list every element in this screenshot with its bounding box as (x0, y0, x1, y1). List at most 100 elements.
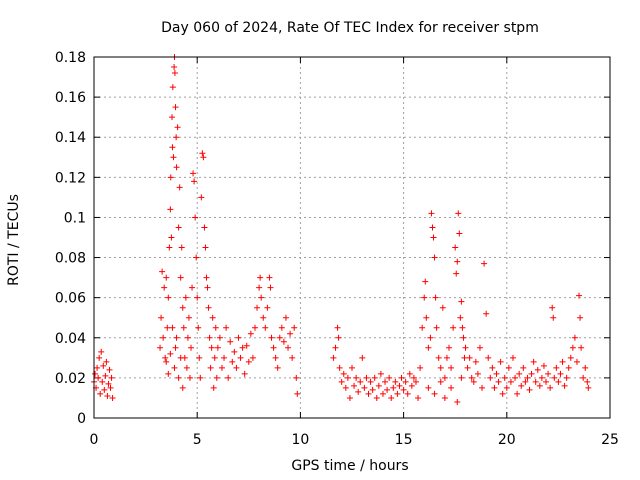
data-point (585, 384, 592, 391)
data-point (170, 154, 177, 161)
data-point (175, 224, 182, 231)
data-point (168, 234, 175, 241)
data-point (294, 390, 301, 397)
data-point (344, 374, 351, 381)
data-point (173, 334, 180, 341)
data-point (209, 314, 216, 321)
x-tick-label: 25 (601, 432, 619, 448)
data-point (291, 324, 298, 331)
data-point (446, 344, 453, 351)
data-point (235, 334, 242, 341)
y-axis-label: ROTI / TECUs (6, 194, 22, 286)
data-point (433, 324, 440, 331)
data-point (577, 314, 584, 321)
y-tick-label: 0.12 (55, 170, 86, 186)
data-point (182, 294, 189, 301)
data-point (212, 324, 219, 331)
data-point (439, 304, 446, 311)
data-point (198, 194, 205, 201)
data-point (425, 344, 432, 351)
y-tick-label: 0.08 (55, 251, 86, 267)
data-point (274, 364, 281, 371)
x-tick-label: 20 (498, 432, 516, 448)
data-point (540, 362, 547, 369)
data-point (390, 384, 397, 391)
data-point (509, 354, 516, 361)
data-point (576, 292, 583, 299)
data-point (474, 370, 481, 377)
data-point (188, 344, 195, 351)
data-point (276, 334, 283, 341)
data-point (266, 274, 273, 281)
data-point (514, 390, 521, 397)
data-point (536, 382, 543, 389)
data-point (483, 310, 490, 317)
data-point (102, 372, 109, 379)
data-point (578, 344, 585, 351)
data-point (165, 370, 172, 377)
data-point (559, 358, 566, 365)
data-point (400, 386, 407, 393)
data-point (518, 382, 525, 389)
data-point (422, 278, 429, 285)
data-point (186, 374, 193, 381)
data-point (512, 374, 519, 381)
data-point (239, 344, 246, 351)
data-point (162, 354, 169, 361)
data-point (199, 150, 206, 157)
data-point (173, 134, 180, 141)
data-point (462, 344, 469, 351)
data-point (256, 284, 263, 291)
data-point (379, 390, 386, 397)
data-point (448, 364, 455, 371)
data-point (225, 374, 232, 381)
data-point (569, 344, 576, 351)
data-point (264, 304, 271, 311)
data-point (285, 344, 292, 351)
data-point (163, 274, 170, 281)
data-point (92, 370, 99, 377)
data-point (458, 298, 465, 305)
data-point (258, 294, 265, 301)
data-point (357, 378, 364, 385)
data-points (91, 54, 592, 405)
data-point (377, 370, 384, 377)
data-point (171, 364, 178, 371)
data-point (402, 378, 409, 385)
data-point (507, 378, 514, 385)
data-point (386, 374, 393, 381)
data-point (293, 374, 300, 381)
data-point (532, 378, 539, 385)
data-point (432, 294, 439, 301)
y-tick-label: 0.1 (64, 210, 86, 226)
data-point (382, 378, 389, 385)
data-point (415, 394, 422, 401)
data-point (163, 358, 170, 365)
data-point (338, 378, 345, 385)
data-point (555, 378, 562, 385)
y-tick-label: 0.06 (55, 291, 86, 307)
data-point (443, 354, 450, 361)
data-point (174, 124, 181, 131)
data-point (167, 174, 174, 181)
data-point (171, 64, 178, 71)
data-point (454, 258, 461, 265)
data-point (457, 314, 464, 321)
data-point (201, 224, 208, 231)
data-point (479, 384, 486, 391)
plot-area-border (93, 56, 611, 419)
data-point (165, 294, 172, 301)
data-point (159, 268, 166, 275)
data-point (557, 370, 564, 377)
data-point (207, 364, 214, 371)
data-point (196, 354, 203, 361)
data-point (202, 244, 209, 251)
data-point (180, 324, 187, 331)
data-point (526, 386, 533, 393)
data-point (428, 210, 435, 217)
data-point (410, 374, 417, 381)
data-point (260, 314, 267, 321)
data-point (503, 384, 510, 391)
data-point (205, 304, 212, 311)
data-point (450, 324, 457, 331)
